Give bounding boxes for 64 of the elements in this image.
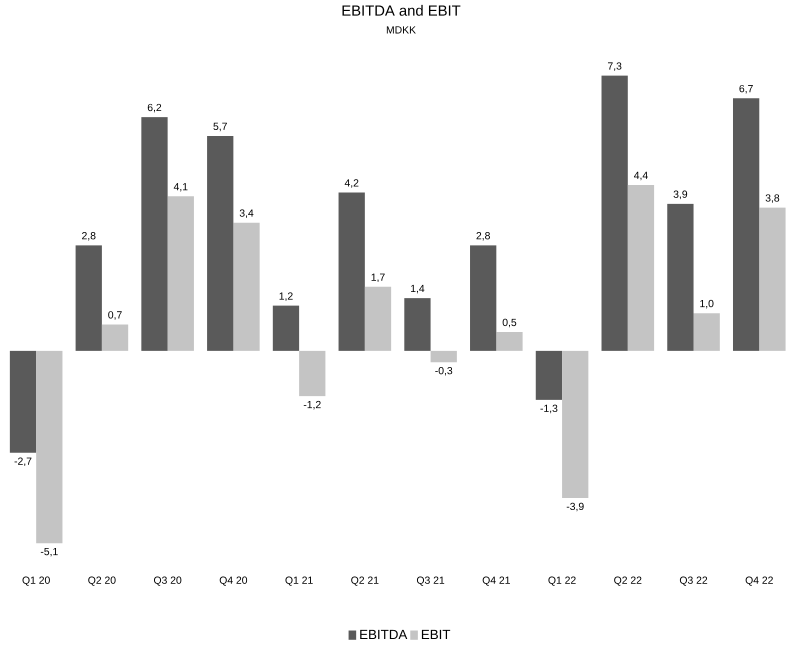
data-label: 0,7 [108,311,122,320]
data-label: 1,7 [372,274,385,282]
data-label: -0,3 [435,366,452,376]
bar [536,350,562,400]
data-label: -3,9 [566,502,584,512]
x-tick-label: Q1 21 [285,576,313,586]
bar [628,184,654,351]
bar [602,76,628,351]
data-label: 7,3 [608,62,622,71]
legend-label: EBITDA [360,630,408,639]
bar [36,350,62,544]
data-label: 0,5 [502,318,516,328]
bar [168,196,194,351]
data-label: -1,2 [304,400,321,410]
bar [10,350,36,453]
data-label: 1,0 [700,300,714,308]
bar [470,245,496,351]
data-label: 1,4 [411,284,424,294]
bar [496,332,523,351]
bar [404,298,431,351]
x-tick-label: Q3 21 [416,576,444,586]
bar [694,313,720,351]
data-label: 3,9 [674,190,688,200]
bar [76,245,102,351]
bar [364,286,392,351]
chart-title: EBITDA and EBIT [342,4,460,16]
data-label: -5,1 [40,548,58,556]
bar [667,204,694,351]
data-label: 3,8 [766,194,780,203]
data-label: 2,8 [82,232,96,240]
bar [732,98,760,351]
bar [207,136,234,351]
x-tick-label: Q4 21 [482,576,510,586]
bar [233,222,260,351]
data-label: 4,2 [344,179,358,188]
x-tick-label: Q4 20 [220,576,248,586]
x-tick-label: Q4 22 [746,576,773,586]
data-label: 6,7 [739,84,753,94]
data-label: -2,7 [14,457,32,466]
x-tick-label: Q3 20 [154,576,182,586]
x-tick-label: Q2 22 [614,576,642,586]
x-tick-label: Q2 20 [88,576,116,586]
data-label: 3,4 [240,209,254,218]
bar [338,192,365,351]
data-label: 5,7 [213,122,227,132]
data-label: 4,1 [174,183,188,192]
bar [102,324,128,351]
data-label: -1,3 [540,404,558,414]
data-label: 4,4 [634,172,648,180]
x-tick-label: Q2 21 [351,576,378,586]
bar [141,117,168,351]
legend-label: EBIT [422,630,450,639]
x-tick-label: Q3 22 [680,576,708,586]
data-label: 1,2 [280,292,293,301]
chart-subtitle: MDKK [386,26,416,34]
x-tick-label: Q1 22 [548,576,576,586]
bar [430,350,457,362]
bar [759,208,786,351]
data-label: 6,2 [148,104,162,112]
bar [272,306,300,351]
data-label: 2,8 [476,232,490,240]
bar [562,350,588,498]
bar [299,350,326,396]
x-tick-label: Q1 20 [22,576,50,586]
